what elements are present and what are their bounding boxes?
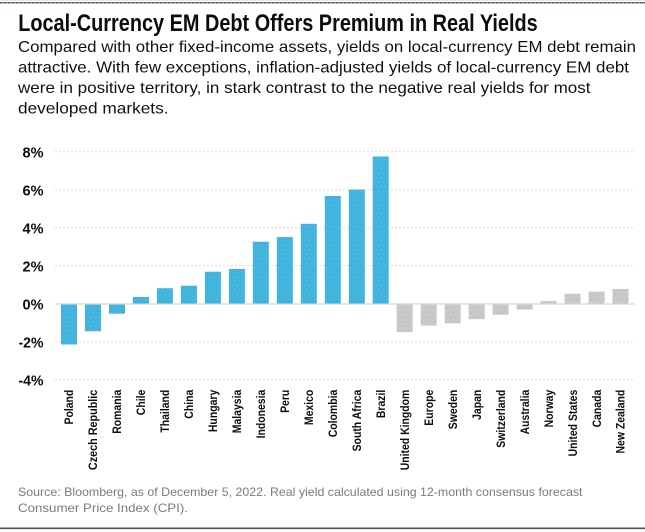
svg-text:United States: United States [566,389,580,456]
svg-text:South Africa: South Africa [350,389,364,451]
svg-text:China: China [182,389,196,418]
svg-text:Europe: Europe [422,389,436,425]
svg-text:Source: Bloomberg, as of Decem: Source: Bloomberg, as of December 5, 202… [18,485,583,499]
svg-text:Mexico: Mexico [302,390,316,425]
svg-text:Consumer Price Index (CPI).: Consumer Price Index (CPI). [18,501,188,515]
svg-text:-2%: -2% [19,336,44,352]
svg-text:6%: 6% [23,184,44,200]
svg-text:Colombia: Colombia [326,389,340,437]
svg-text:Romania: Romania [110,389,124,433]
svg-text:Switzerland: Switzerland [494,390,508,448]
svg-text:New Zealand: New Zealand [614,390,628,454]
svg-text:Czech Republic: Czech Republic [86,389,100,470]
svg-text:Thailand: Thailand [158,390,172,433]
svg-text:Canada: Canada [590,389,604,427]
svg-text:Japan: Japan [470,390,484,420]
svg-text:were in positive territory, in: were in positive territory, in stark con… [17,80,591,97]
svg-text:4%: 4% [23,222,44,238]
svg-text:Peru: Peru [278,390,292,413]
svg-text:Brazil: Brazil [374,390,388,418]
svg-text:United Kingdom: United Kingdom [398,390,412,471]
svg-text:Australia: Australia [518,389,532,434]
svg-text:0%: 0% [23,298,44,314]
svg-text:Indonesia: Indonesia [254,389,268,438]
svg-text:Norway: Norway [542,389,556,427]
svg-text:Malaysia: Malaysia [230,389,244,433]
svg-text:developed markets.: developed markets. [18,100,169,117]
svg-text:2%: 2% [23,260,44,276]
svg-text:Chile: Chile [134,389,148,415]
svg-text:-4%: -4% [19,374,44,390]
svg-text:8%: 8% [23,146,44,162]
svg-text:Poland: Poland [62,390,76,425]
svg-text:attractive. With few exception: attractive. With few exceptions, inflati… [18,59,630,76]
svg-text:Sweden: Sweden [446,390,460,430]
svg-text:Local-Currency EM Debt Offers: Local-Currency EM Debt Offers Premium in… [18,10,538,37]
svg-text:Compared with other fixed-inco: Compared with other fixed-income assets,… [18,39,636,56]
svg-text:Hungary: Hungary [206,389,220,432]
